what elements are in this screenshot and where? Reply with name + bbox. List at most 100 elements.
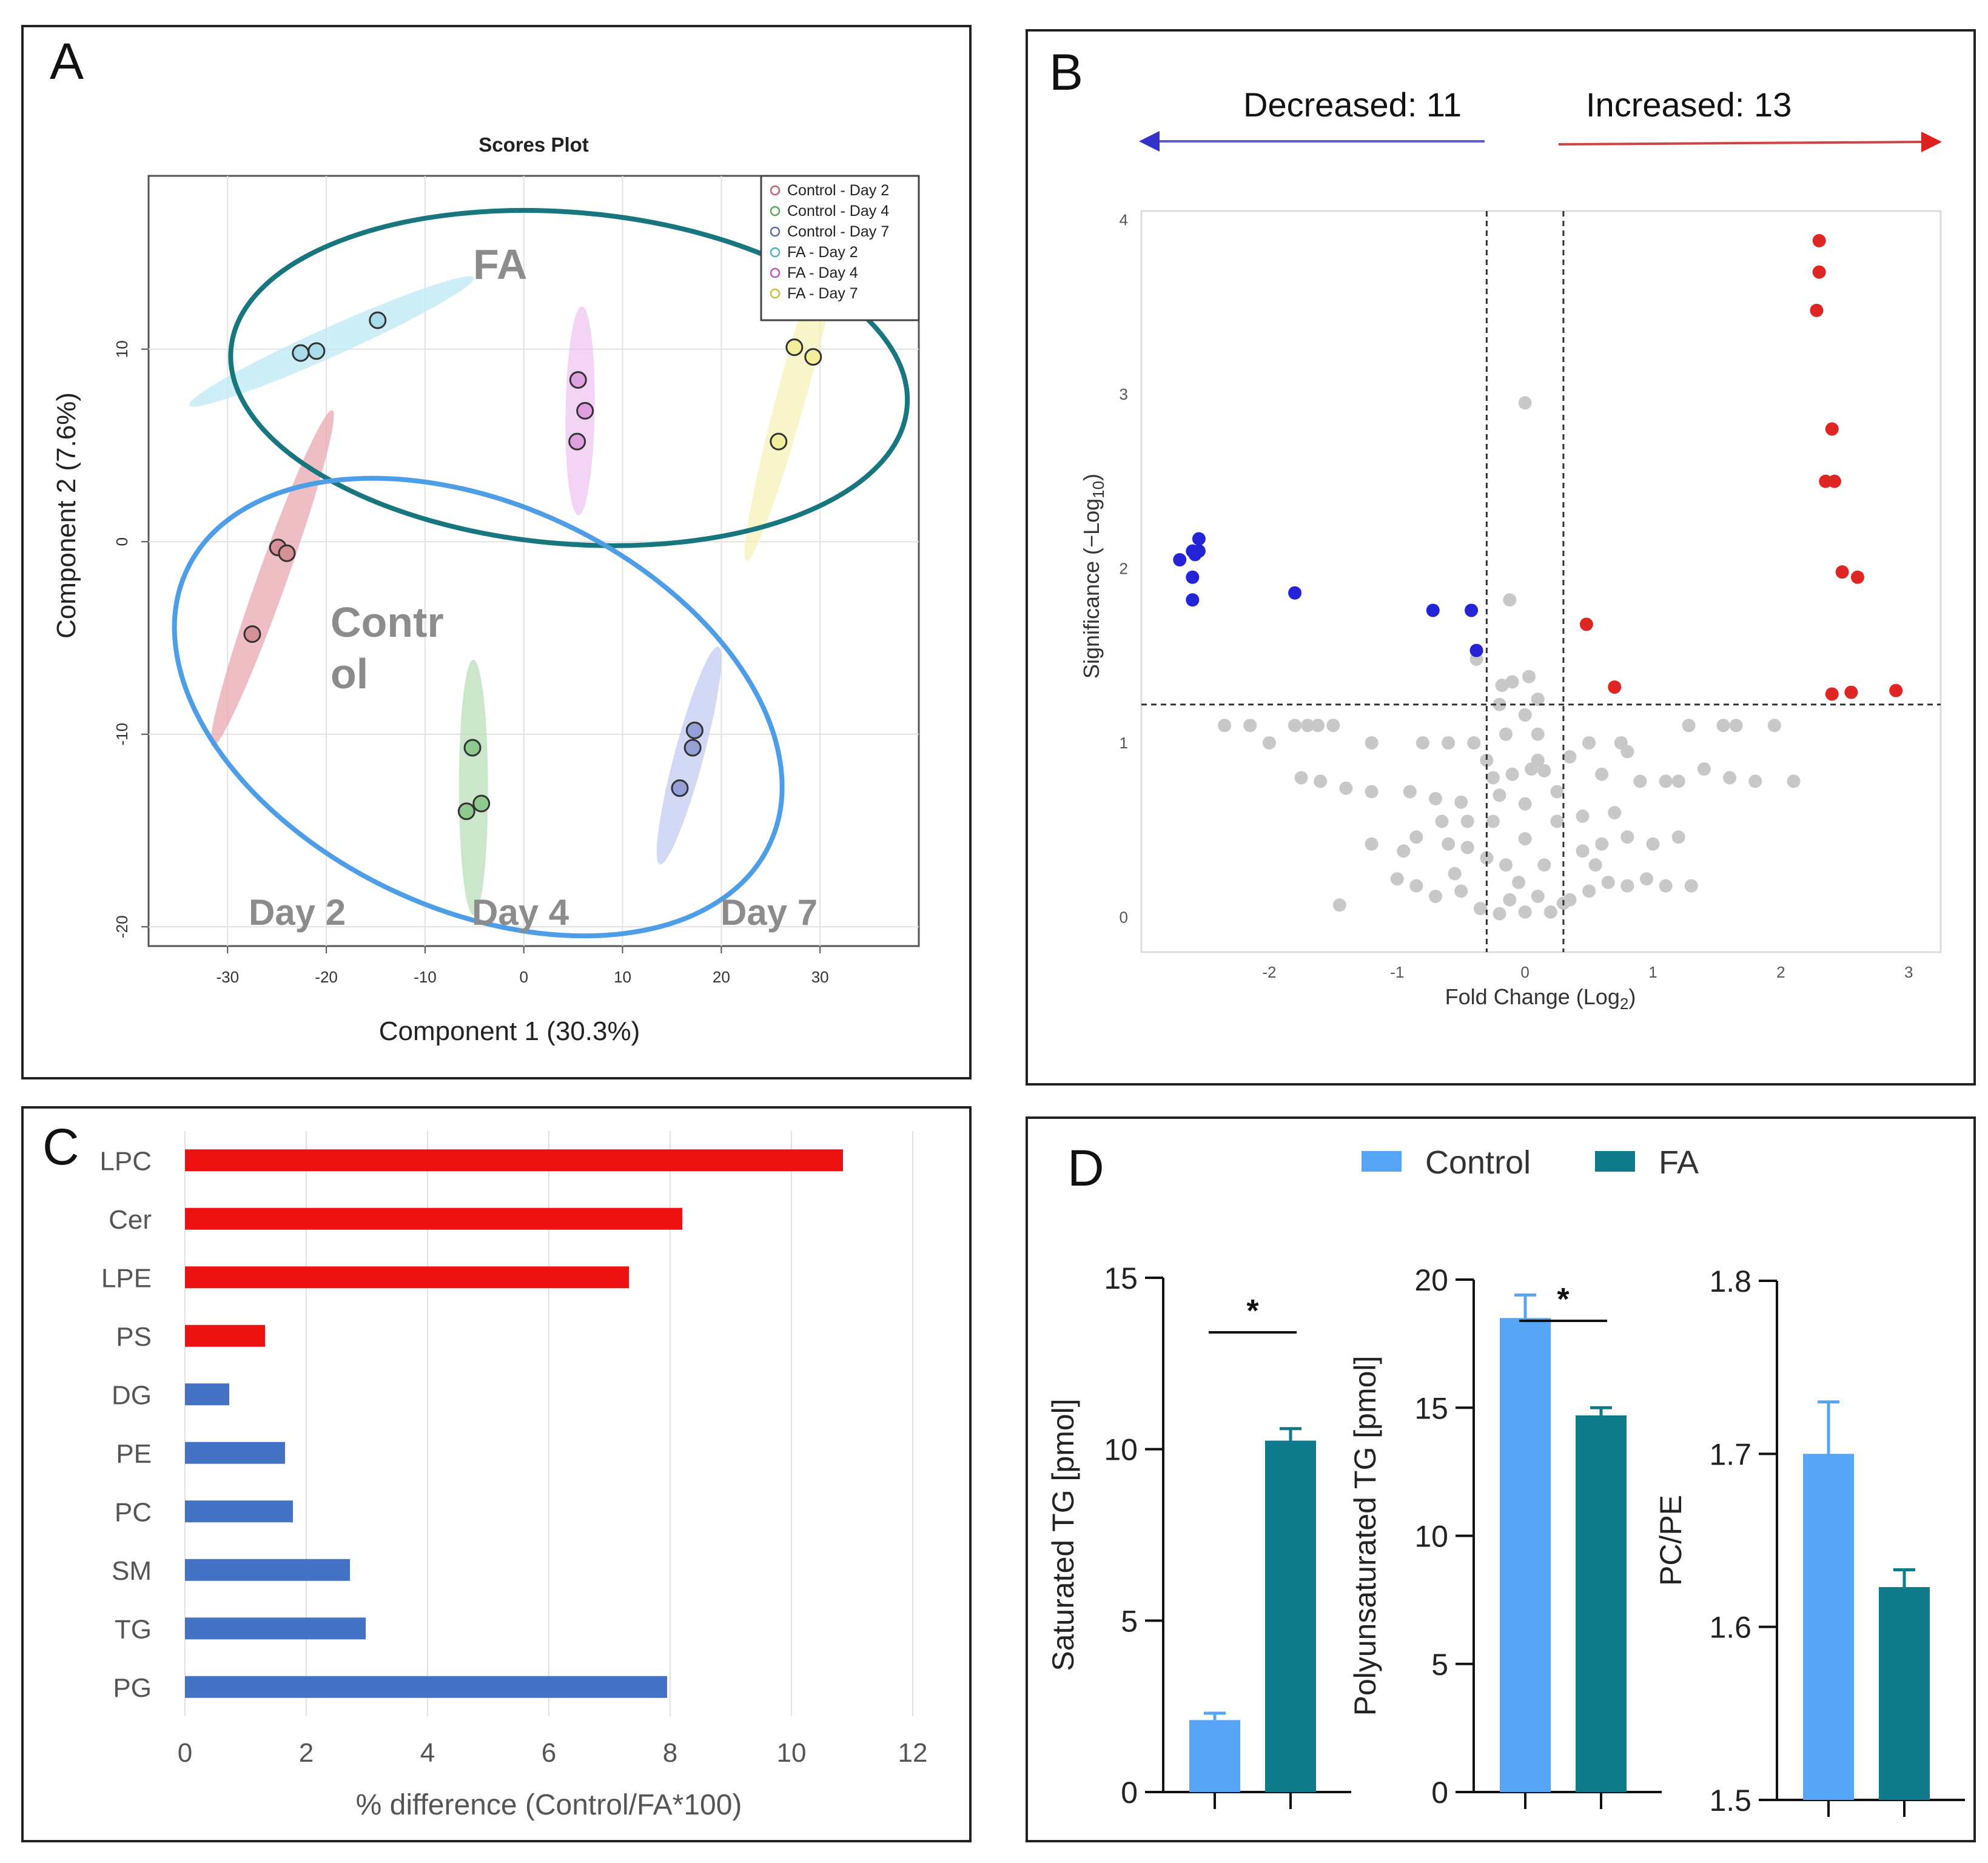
volcano-point-ns [1682, 719, 1696, 733]
lipid-category-label: PC [115, 1497, 152, 1527]
lipid-x-tick-label: 4 [420, 1738, 435, 1768]
volcano-point-increased [1827, 474, 1841, 488]
volcano-threshold-lines [1141, 211, 1941, 952]
volcano-point-ns [1332, 898, 1346, 912]
volcano-point-ns [1314, 774, 1328, 788]
lipid-category-label: PG [113, 1673, 152, 1703]
bar-chart-3: 1.5 1.6 1.7 1.8 PC/PE [1654, 1264, 1965, 1818]
volcano-point-ns [1729, 719, 1743, 733]
volcano-point-increased [1850, 570, 1864, 584]
bar-chart-y-label: Polyunsaturated TG [pmol] [1348, 1356, 1382, 1716]
volcano-point-ns [1787, 774, 1801, 788]
scores-y-tick-label: 10 [113, 340, 131, 358]
score-point [569, 371, 587, 389]
group-ellipse [458, 659, 488, 916]
volcano-point-ns [1442, 837, 1456, 851]
lipid-bar-tg [185, 1617, 366, 1640]
volcano-point-ns [1595, 837, 1609, 851]
volcano-point-ns [1480, 753, 1494, 767]
legend-marker [770, 185, 781, 196]
volcano-point-ns [1435, 814, 1449, 828]
day4-label: Day 4 [472, 892, 569, 933]
volcano-point-ns [1415, 736, 1429, 750]
lipid-bar-pg [185, 1676, 667, 1698]
bar-chart-y-label: PC/PE [1654, 1495, 1688, 1586]
volcano-not-significant-points [1218, 396, 1801, 921]
panel-b-letter: B [1049, 44, 1083, 101]
volcano-x-tick-label: 3 [1904, 963, 1913, 981]
legend-swatch-control [1362, 1151, 1402, 1172]
volcano-point-decreased [1192, 532, 1206, 546]
scores-y-axis-label: Component 2 (7.6%) [52, 392, 81, 639]
legend-entry-label: Control - Day 4 [787, 203, 889, 220]
score-point [278, 544, 296, 562]
increased-arrow [1558, 132, 1942, 152]
volcano-point-ns [1505, 767, 1519, 781]
increased-count-label: Increased: 13 [1586, 86, 1792, 124]
legend-label-control: Control [1425, 1144, 1531, 1181]
volcano-point-ns [1563, 750, 1577, 764]
volcano-point-ns [1537, 858, 1551, 872]
control-group-label-line2: ol [331, 650, 368, 697]
bar-control [1500, 1318, 1551, 1792]
volcano-y-tick-label: 2 [1120, 559, 1128, 577]
volcano-point-increased [1825, 687, 1839, 701]
scores-plot-title: Scores Plot [479, 133, 589, 156]
score-point [770, 432, 788, 451]
scores-x-axis-label: Component 1 (30.3%) [379, 1016, 640, 1046]
lipid-bars [185, 1149, 843, 1698]
lipid-bar-dg [185, 1383, 229, 1406]
bar-chart-y-tick-label: 5 [1121, 1604, 1138, 1638]
bar-chart-y-tick-label: 1.8 [1709, 1264, 1751, 1298]
volcano-point-ns [1582, 884, 1596, 898]
volcano-point-ns [1480, 851, 1494, 865]
volcano-point-ns [1365, 785, 1379, 799]
volcano-point-ns [1646, 837, 1660, 851]
volcano-point-ns [1467, 736, 1481, 750]
volcano-point-ns [1486, 771, 1500, 785]
group-ellipse [189, 276, 474, 407]
legend-label-fa: FA [1659, 1144, 1699, 1181]
bar-chart-y-tick-label: 10 [1414, 1520, 1448, 1554]
volcano-point-ns [1639, 872, 1653, 886]
volcano-point-decreased [1186, 593, 1200, 607]
volcano-point-ns [1716, 719, 1730, 733]
volcano-point-ns [1512, 875, 1526, 889]
legend-entry-label: Control - Day 2 [787, 182, 889, 199]
volcano-x-tick-label: 2 [1776, 963, 1785, 981]
lipid-x-ticks: 0 2 4 6 8 10 12 [178, 1738, 928, 1768]
significance-marker: * [1246, 1294, 1259, 1329]
fa-group-label: FA [473, 241, 527, 288]
volcano-point-ns [1243, 719, 1257, 733]
volcano-point-increased [1835, 565, 1849, 579]
volcano-point-decreased [1426, 603, 1440, 617]
volcano-point-ns [1684, 879, 1698, 893]
bar-chart-y-tick-label: 5 [1431, 1648, 1448, 1682]
lipid-category-label: Cer [109, 1205, 152, 1235]
score-point [576, 401, 594, 420]
volcano-point-ns [1671, 830, 1685, 844]
bar-chart-y-tick-label: 0 [1121, 1776, 1138, 1810]
volcano-point-ns [1620, 745, 1634, 759]
volcano-point-ns [1595, 767, 1609, 781]
volcano-plot-area [1140, 210, 1942, 953]
legend-entry-label: FA - Day 4 [787, 264, 858, 281]
volcano-point-decreased [1173, 553, 1187, 567]
panel-b: B Decreased: 11 Increased: 13 -2 -1 0 1 2 3 0… [1026, 29, 1976, 1086]
volcano-point-ns [1518, 832, 1532, 846]
volcano-y-tick-label: 4 [1120, 210, 1128, 229]
volcano-point-ns [1748, 774, 1762, 788]
lipid-category-label: PE [116, 1439, 152, 1469]
volcano-point-ns [1294, 771, 1308, 785]
volcano-point-increased [1579, 617, 1593, 631]
volcano-point-decreased [1186, 570, 1200, 584]
volcano-y-tick-label: 3 [1120, 385, 1128, 403]
volcano-point-ns [1442, 736, 1456, 750]
volcano-point-ns [1390, 872, 1404, 886]
volcano-point-ns [1499, 727, 1513, 741]
legend-marker [770, 247, 781, 258]
volcano-decreased-points [1173, 532, 1483, 657]
scores-x-tick-label: -30 [216, 968, 239, 986]
volcano-point-ns [1633, 774, 1647, 788]
lipid-category-label: DG [112, 1380, 152, 1410]
